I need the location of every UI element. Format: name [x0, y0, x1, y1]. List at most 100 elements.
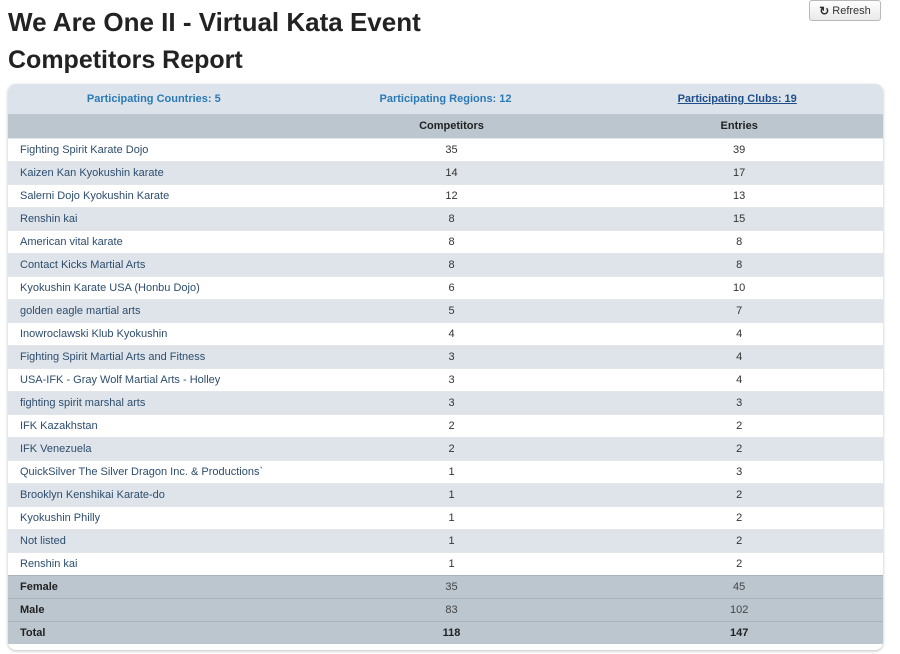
competitors-count: 8	[307, 229, 596, 253]
summary-competitors: 35	[307, 574, 596, 598]
entries-count: 2	[595, 482, 883, 506]
entries-count: 2	[595, 551, 883, 575]
club-name: QuickSilver The Silver Dragon Inc. & Pro…	[8, 459, 308, 483]
refresh-button[interactable]: ↻ Refresh	[809, 0, 881, 21]
table-row: QuickSilver The Silver Dragon Inc. & Pro…	[8, 459, 883, 483]
club-name: Fighting Spirit Karate Dojo	[8, 137, 308, 161]
club-name: American vital karate	[8, 229, 308, 253]
competitors-count: 1	[307, 505, 596, 529]
club-name: Brooklyn Kenshikai Karate-do	[8, 482, 308, 506]
competitors-count: 12	[307, 183, 596, 207]
entries-count: 4	[595, 344, 883, 368]
refresh-icon: ↻	[819, 3, 830, 18]
club-name: USA-IFK - Gray Wolf Martial Arts - Holle…	[8, 367, 308, 391]
table-row: Kyokushin Karate USA (Honbu Dojo) 6 10	[8, 275, 883, 299]
column-header-competitors: Competitors	[307, 114, 596, 138]
summary-label: Female	[8, 574, 308, 598]
competitors-count: 4	[307, 321, 596, 345]
entries-count: 10	[595, 275, 883, 299]
summary-row: Male 83 102	[8, 597, 883, 621]
summary-competitors: 118	[307, 620, 596, 644]
table-row: Fighting Spirit Karate Dojo 35 39	[8, 137, 883, 161]
table-row: Brooklyn Kenshikai Karate-do 1 2	[8, 482, 883, 506]
table-row: fighting spirit marshal arts 3 3	[8, 390, 883, 414]
entries-count: 8	[595, 252, 883, 276]
club-name: IFK Kazakhstan	[8, 413, 308, 437]
summary-row: Female 35 45	[8, 574, 883, 598]
entries-count: 2	[595, 436, 883, 460]
summary-bar: Participating Countries: 5 Participating…	[8, 84, 883, 114]
table-row: IFK Kazakhstan 2 2	[8, 413, 883, 437]
report-title: Competitors Report	[8, 46, 243, 74]
summary-label: Male	[8, 597, 308, 621]
competitors-count: 5	[307, 298, 596, 322]
table-row: IFK Venezuela 2 2	[8, 436, 883, 460]
entries-count: 2	[595, 528, 883, 552]
table-row: golden eagle martial arts 5 7	[8, 298, 883, 322]
summary-entries: 45	[595, 574, 883, 598]
countries-count: Participating Countries: 5	[86, 93, 221, 105]
entries-count: 7	[595, 298, 883, 322]
table-row: Fighting Spirit Martial Arts and Fitness…	[8, 344, 883, 368]
club-name: fighting spirit marshal arts	[8, 390, 308, 414]
club-name: Kyokushin Philly	[8, 505, 308, 529]
competitors-count: 3	[307, 390, 596, 414]
table-row: Inowroclawski Klub Kyokushin 4 4	[8, 321, 883, 345]
competitors-count: 3	[307, 344, 596, 368]
summary-label: Total	[8, 620, 308, 644]
club-name: Kaizen Kan Kyokushin karate	[8, 160, 308, 184]
summary-entries: 102	[595, 597, 883, 621]
competitors-count: 1	[307, 528, 596, 552]
entries-count: 4	[595, 321, 883, 345]
page-title: We Are One II - Virtual Kata Event	[8, 7, 421, 37]
competitors-count: 14	[307, 160, 596, 184]
competitors-count: 2	[307, 436, 596, 460]
table-row: Kyokushin Philly 1 2	[8, 505, 883, 529]
club-name: IFK Venezuela	[8, 436, 308, 460]
entries-count: 2	[595, 505, 883, 529]
club-name: Fighting Spirit Martial Arts and Fitness	[8, 344, 308, 368]
table-row: Salerni Dojo Kyokushin Karate 12 13	[8, 183, 883, 207]
competitors-report-panel: Participating Countries: 5 Participating…	[8, 84, 883, 650]
club-name: Contact Kicks Martial Arts	[8, 252, 308, 276]
column-header-club	[8, 114, 308, 138]
table-row: Contact Kicks Martial Arts 8 8	[8, 252, 883, 276]
competitors-count: 2	[307, 413, 596, 437]
summary-competitors: 83	[307, 597, 596, 621]
competitors-count: 6	[307, 275, 596, 299]
summary-row: Total 118 147	[8, 620, 883, 644]
column-header-entries: Entries	[595, 114, 883, 138]
entries-count: 2	[595, 413, 883, 437]
table-header-row: Competitors Entries	[8, 114, 883, 138]
table-row: Not listed 1 2	[8, 528, 883, 552]
club-name: Not listed	[8, 528, 308, 552]
refresh-label: Refresh	[832, 4, 871, 17]
entries-count: 4	[595, 367, 883, 391]
table-row: Renshin kai 1 2	[8, 551, 883, 575]
competitors-count: 1	[307, 482, 596, 506]
club-name: golden eagle martial arts	[8, 298, 308, 322]
competitors-count: 1	[307, 551, 596, 575]
table-row: Kaizen Kan Kyokushin karate 14 17	[8, 160, 883, 184]
clubs-count-link[interactable]: Participating Clubs: 19	[677, 93, 797, 105]
entries-count: 3	[595, 390, 883, 414]
table-row: American vital karate 8 8	[8, 229, 883, 253]
club-name: Kyokushin Karate USA (Honbu Dojo)	[8, 275, 308, 299]
competitors-count: 3	[307, 367, 596, 391]
competitors-table: Competitors Entries Fighting Spirit Kara…	[8, 114, 883, 644]
table-row: USA-IFK - Gray Wolf Martial Arts - Holle…	[8, 367, 883, 391]
competitors-count: 8	[307, 206, 596, 230]
club-name: Renshin kai	[8, 551, 308, 575]
club-name: Renshin kai	[8, 206, 308, 230]
entries-count: 39	[595, 137, 883, 161]
entries-count: 8	[595, 229, 883, 253]
entries-count: 13	[595, 183, 883, 207]
competitors-count: 8	[307, 252, 596, 276]
entries-count: 17	[595, 160, 883, 184]
club-name: Inowroclawski Klub Kyokushin	[8, 321, 308, 345]
regions-count: Participating Regions: 12	[379, 93, 512, 105]
club-name: Salerni Dojo Kyokushin Karate	[8, 183, 308, 207]
entries-count: 15	[595, 206, 883, 230]
summary-entries: 147	[595, 620, 883, 644]
